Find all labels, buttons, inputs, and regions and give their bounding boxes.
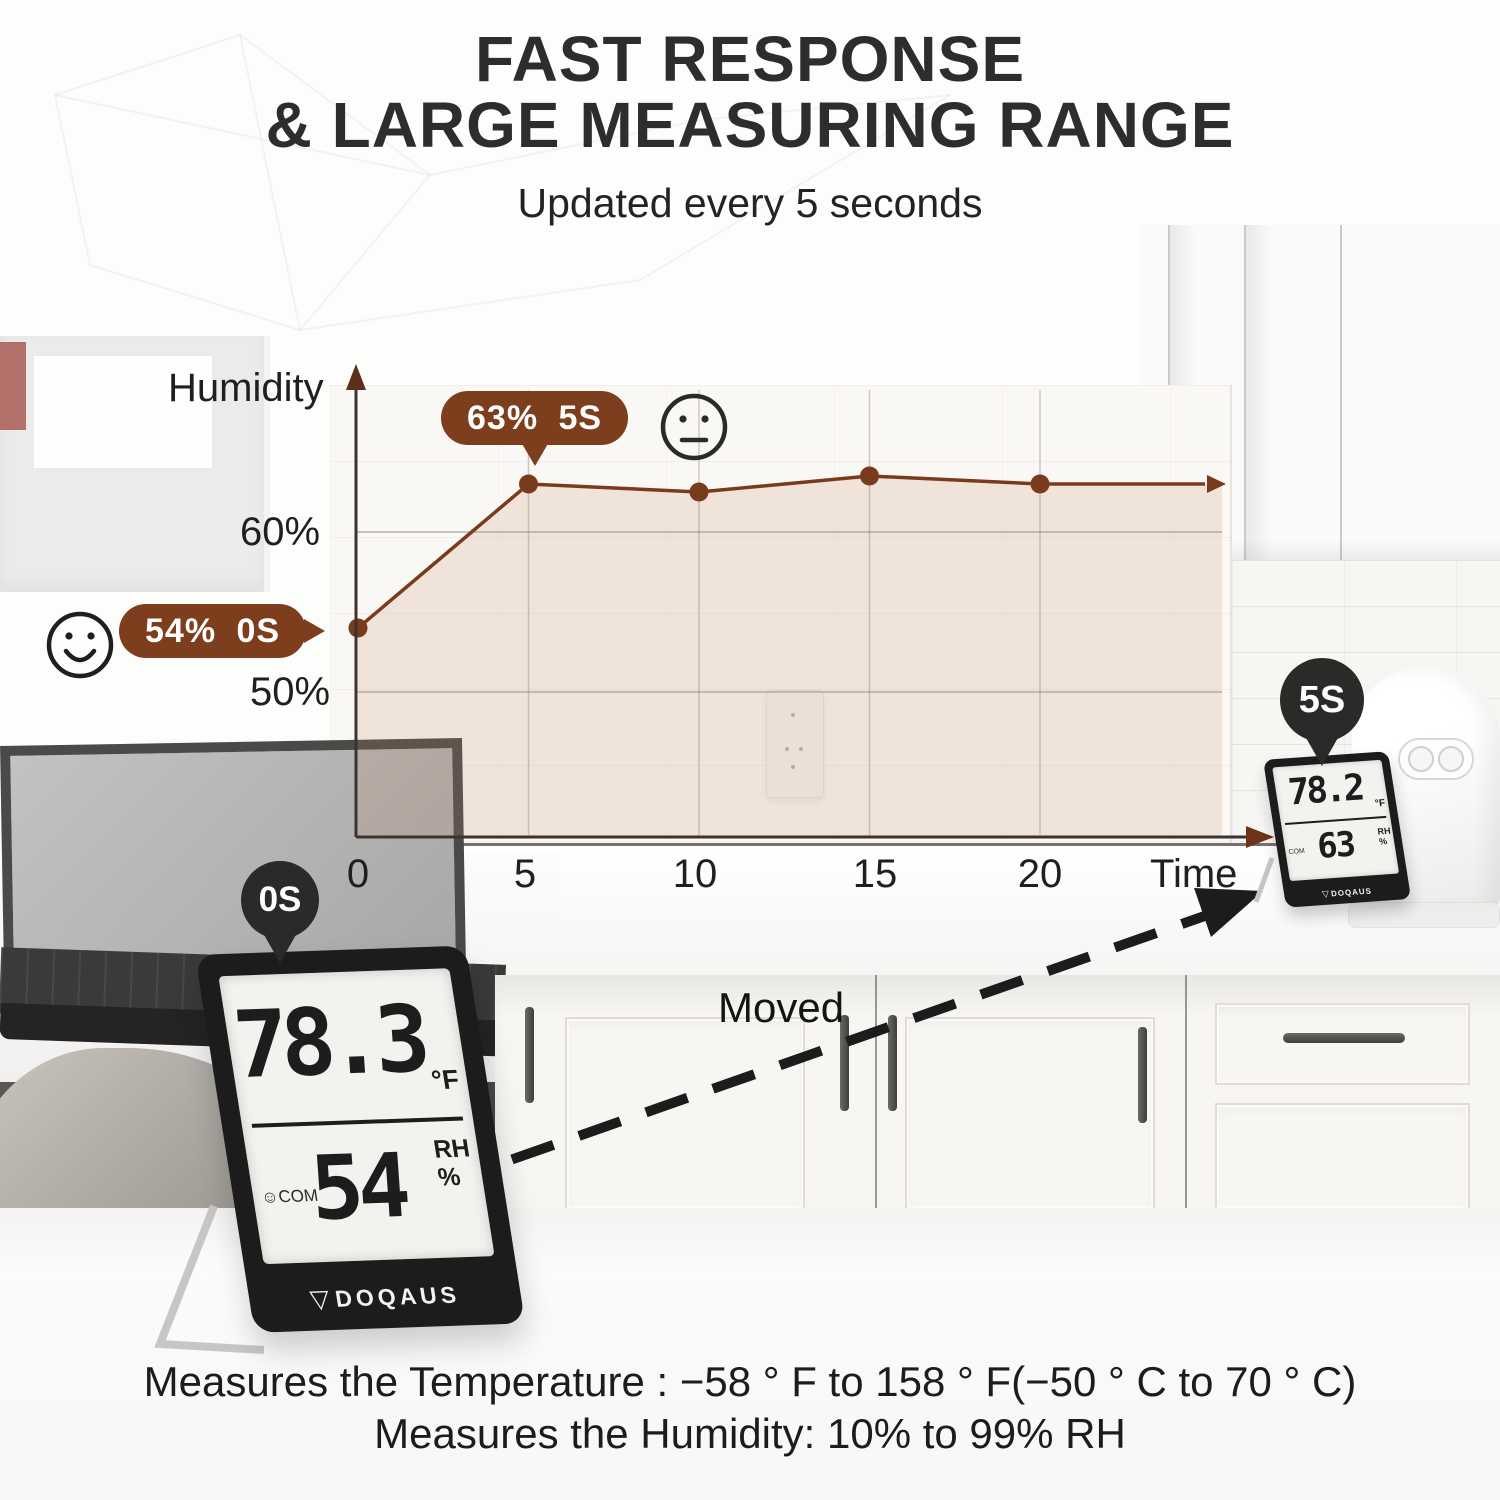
pin-text: 0S [258,880,302,919]
subtitle: Updated every 5 seconds [517,180,983,226]
annotation-text: 63% 5S [467,399,603,437]
time-pin-0s: 0S [241,861,319,963]
brand-triangle-icon: ▽ [308,1285,332,1314]
outlet-dot [791,765,795,769]
pin-tail [1305,736,1339,766]
pin-text: 5S [1298,678,1346,721]
outlet-dot [785,747,789,751]
x-tick-5: 5 [513,852,537,896]
drawer-panel [1215,1003,1470,1085]
brand-name: DOQAUS [333,1281,462,1312]
wall-picture [0,342,26,430]
x-tick-15: 15 [852,852,898,896]
lower-cabinets [495,975,1500,1208]
lcd-screen: 78.2 °F 63 COM RH % [1272,759,1400,882]
happy-face-icon [46,611,114,679]
cabinet-seam [875,975,877,1208]
annotation-text: 54% 0S [145,612,281,650]
x-tick-20: 20 [1017,852,1063,896]
small-device-stand [1253,857,1275,903]
humidity-reading: 63 [1315,824,1356,868]
spec-humidity-range: Measures the Humidity: 10% to 99% RH [374,1410,1126,1457]
headline-line2: & LARGE MEASURING RANGE [265,89,1235,161]
cabinet-handle [840,1015,849,1111]
chart-area-fill [358,476,1222,837]
cabinet-seam [1340,225,1342,573]
headline: FAST RESPONSE & LARGE MEASURING RANGE [0,26,1500,158]
brand-logo: ▽DOQAUS [1284,883,1411,903]
bubble-pointer [520,442,549,466]
moved-dashed-arrow [443,907,1218,1188]
humidifier-base [1348,902,1500,928]
moved-arrowhead [1194,888,1263,937]
cabinet-door-panel [905,1017,1155,1208]
humidity-unit: RH % [431,1134,472,1192]
bubble-pointer [304,619,326,643]
pin-tail [263,933,297,963]
x-axis-arrowhead [1246,826,1274,848]
comfort-indicator: ☺COM [259,1185,320,1207]
device-stand-wire [154,1204,265,1354]
spec-temperature-range: Measures the Temperature : −58 ° F to 15… [143,1358,1357,1405]
cabinet-handle [888,1015,897,1111]
outlet-dot [799,747,803,751]
cabinet-shadow [1246,225,1272,573]
wall-corner [1230,385,1232,845]
chart-gridlines [356,390,1222,835]
cabinet-seam [1244,225,1246,573]
x-axis-title: Time [1150,852,1238,896]
x-tick-0: 0 [346,852,370,896]
drawer-handle [1283,1033,1405,1043]
wall-outlet [766,690,824,798]
moved-label: Moved [718,984,845,1031]
annotation-bubble-5s: 63% 5S [441,391,629,466]
temperature-reading: 78.3 [229,985,426,1100]
brand-logo: ▽DOQAUS [247,1277,522,1316]
humidity-unit: RH % [1376,825,1392,847]
y-axis-arrowhead [346,364,366,390]
brand-name: DOQAUS [1330,886,1373,899]
cabinet-door-panel [565,1017,805,1208]
brand-triangle-icon: ▽ [1321,888,1330,900]
y-tick-50: 50% [250,670,331,714]
cabinet-door-panel [1215,1103,1470,1208]
cabinet-handle [525,1007,534,1103]
outlet-dot [791,713,795,717]
temperature-unit: °F [429,1064,462,1096]
humidifier-dial [1438,746,1464,772]
annotation-bubble-0s: 54% 0S [119,604,326,658]
lcd-screen: 78.3 °F 54 ☺COM RH % [218,968,495,1265]
y-tick-60: 60% [240,510,321,554]
chart-data-points [348,466,1050,638]
comfort-indicator: COM [1288,847,1306,856]
series-arrowhead [1207,475,1226,493]
wall-sketch-lines [54,33,951,332]
neutral-face-icon [660,393,728,461]
whiteboard-paper [34,356,212,468]
humidifier-dial [1408,746,1434,772]
cabinet-seam [1185,975,1187,1208]
x-tick-10: 10 [672,852,718,896]
temperature-unit: °F [1374,797,1386,810]
chart-series-line [356,474,1205,630]
hygrometer-small: 78.2 °F 63 COM RH % ▽DOQAUS [1263,751,1412,908]
time-pin-5s: 5S [1280,658,1364,766]
y-axis-title: Humidity [168,366,324,410]
temperature-reading: 78.2 [1286,767,1364,814]
cabinet-handle [1138,1027,1147,1123]
headline-line1: FAST RESPONSE [475,23,1025,95]
humidifier-control [1398,738,1474,780]
